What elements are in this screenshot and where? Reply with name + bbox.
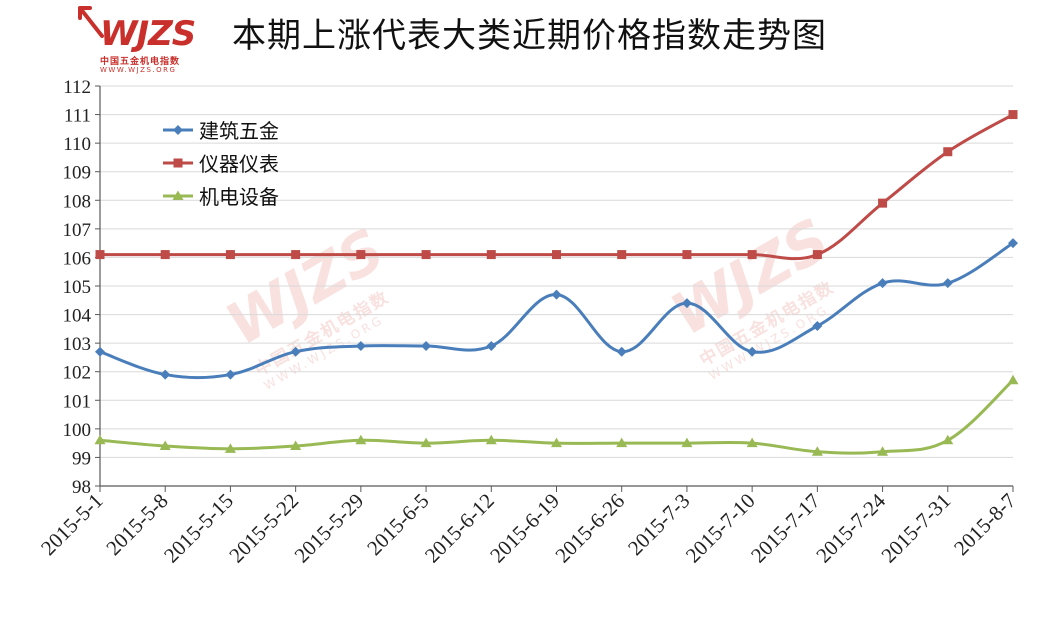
x-tick-label: 2015-5-1 [36,489,107,560]
y-tick-label: 100 [63,420,92,441]
series-2 [95,110,1018,261]
x-tick-label: 2015-5-29 [290,489,369,568]
x-tick-label: 2015-6-26 [550,489,629,568]
logo-url-text: WWW.WJZS.ORG [100,66,177,74]
logo [76,6,200,78]
series-1 [95,238,1018,380]
legend-item: 建筑五金 [163,119,279,143]
data-point [94,434,106,445]
data-point [290,346,301,357]
x-tick-labels: 2015-5-12015-5-82015-5-152015-5-222015-5… [36,488,1020,567]
data-point [290,440,302,450]
legend-label: 仪器仪表 [199,152,279,176]
y-tick-label: 110 [63,134,91,155]
data-point [224,443,236,453]
data-point [942,434,954,445]
data-point [160,250,170,260]
data-point [173,125,183,135]
data-point [877,278,888,289]
data-point [486,250,496,260]
data-point [616,346,627,357]
data-point [811,446,823,456]
chart-title: 本期上涨代表大类近期价格指数走势图 [232,16,827,56]
y-tick-label: 104 [63,306,92,327]
data-point [225,369,236,380]
x-tick-label: 2015-5-15 [159,489,238,568]
y-tick-label: 112 [63,77,91,98]
x-tick-label: 2015-7-10 [681,489,760,568]
logo-arrow-icon [78,6,104,38]
data-point [812,250,822,260]
data-point [159,440,171,450]
axes [95,85,1014,492]
data-point [291,250,301,260]
logo-cn-text: 中国五金机电指数 [100,57,181,67]
data-point [877,446,889,456]
data-point [1007,374,1019,385]
data-point [355,341,366,351]
gridlines [100,85,1013,458]
data-point [747,346,758,357]
series-3 [94,374,1019,456]
data-point [551,289,562,300]
data-point [355,434,367,445]
data-point [356,250,366,260]
x-tick-label: 2015-6-19 [485,489,564,568]
y-tick-label: 101 [63,391,92,412]
y-tick-label: 108 [63,191,92,212]
data-point [486,341,497,351]
legend-item: 机电设备 [163,185,279,209]
y-tick-labels: 98 99 100 101 102 103 104 105 106 107 108 109 110 111… [63,77,92,498]
y-tick-label: 102 [63,363,92,384]
data-point [172,190,184,200]
y-tick-label: 107 [63,220,92,241]
data-point [420,437,432,448]
data-point [942,278,953,289]
x-tick-label: 2015-5-22 [224,489,303,568]
data-point [95,346,105,357]
data-point [173,158,183,168]
data-point [551,437,562,448]
data-point [225,250,235,260]
y-tick-label: 103 [63,334,92,355]
legend-label: 机电设备 [199,185,279,209]
data-point [1008,110,1018,120]
data-point [943,147,953,157]
data-point [747,250,757,260]
series-lines [94,110,1019,456]
data-point [421,250,431,260]
x-tick-label: 2015-6-12 [420,489,499,568]
x-tick-label: 2015-7-31 [876,489,955,568]
x-tick-label: 2015-8-7 [949,489,1020,560]
data-point [746,437,758,448]
data-point [485,434,497,445]
data-point [681,437,693,448]
legend-item: 仪器仪表 [163,152,279,176]
data-point [552,250,561,260]
x-tick-label: 2015-7-17 [746,489,825,568]
data-point [682,250,692,260]
data-point [812,321,823,331]
x-tick-label: 2015-7-24 [811,488,890,567]
y-tick-label: 109 [63,163,92,184]
y-tick-label: 105 [63,277,92,298]
data-point [421,341,432,351]
data-point [95,250,105,260]
data-point [681,298,692,309]
data-point [878,198,888,208]
y-tick-label: 99 [72,448,91,469]
data-point [616,437,628,448]
y-tick-label: 111 [64,106,91,127]
y-tick-label: 106 [63,248,92,269]
y-tick-label: 98 [72,477,91,498]
logo-mark: WJZS [100,14,196,54]
legend-label: 建筑五金 [199,119,279,143]
series-line [99,241,1014,380]
data-point [160,369,171,380]
data-point [1008,238,1018,249]
data-point [617,250,627,260]
